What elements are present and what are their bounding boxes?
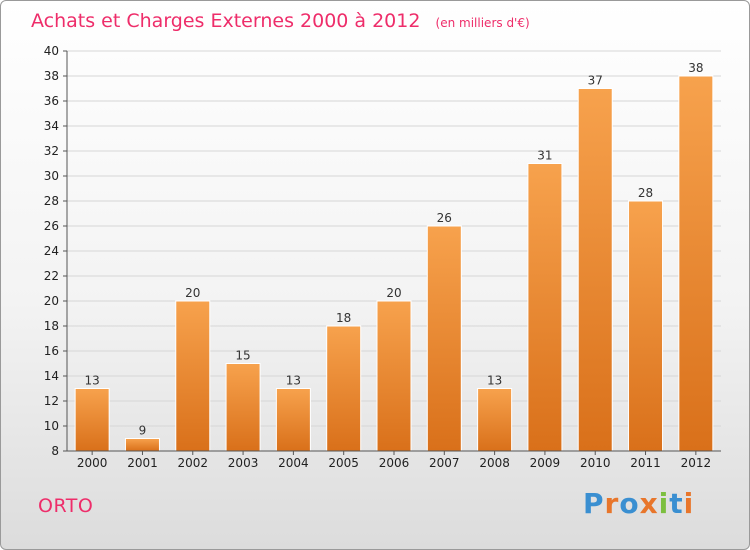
bar-value-label: 13 [286,374,301,388]
x-tick-label: 2001 [127,456,158,470]
logo-letter: P [583,487,605,520]
bar-value-label: 38 [688,61,703,75]
bar-value-label: 9 [139,424,147,438]
bar-value-label: 13 [487,374,502,388]
logo-letter: r [604,487,620,520]
chart-subtitle: (en milliers d'€) [436,16,530,30]
bar-value-label: 31 [537,149,552,163]
x-tick-label: 2005 [328,456,359,470]
proxiti-logo[interactable]: Proxiti [583,487,694,520]
y-tick-label: 24 [44,244,59,258]
y-tick-label: 26 [44,219,59,233]
bar-2010 [577,88,613,452]
y-tick-label: 30 [44,169,59,183]
x-tick-label: 2008 [479,456,510,470]
x-tick-label: 2000 [77,456,108,470]
bar-value-label: 26 [437,211,452,225]
bar-value-label: 20 [386,286,401,300]
y-tick-label: 32 [44,144,59,158]
y-tick-label: 12 [44,394,59,408]
x-tick-label: 2004 [278,456,309,470]
y-tick-label: 20 [44,294,59,308]
bar-2006 [376,300,412,452]
bar-2007 [426,225,462,452]
x-tick-label: 2012 [681,456,712,470]
y-tick-label: 40 [44,44,59,58]
bar-2008 [477,388,513,452]
y-tick-label: 38 [44,69,59,83]
bar-2002 [175,300,211,452]
bar-value-labels: 13 9 20 15 13 18 20 26 13 31 37 28 38 [85,61,704,438]
x-tick-label: 2009 [530,456,561,470]
x-tick-label: 2007 [429,456,460,470]
bar-2012 [678,75,714,452]
bar-2009 [527,163,563,452]
chart-title-line: Achats et Charges Externes 2000 à 2012 (… [31,10,530,32]
y-tick-label: 16 [44,344,59,358]
bar-2003 [225,363,261,452]
x-tick-label: 2010 [580,456,611,470]
y-tick-label: 10 [44,419,59,433]
bar-2000 [74,388,110,452]
logo-letter: o [619,487,640,520]
logo-letter: x [639,487,659,520]
bar-value-label: 37 [588,74,603,88]
x-axis-ticks: 2000 2001 2002 2003 2004 2005 2006 2007 2008 2009… [77,451,711,470]
x-tick-label: 2006 [379,456,410,470]
y-tick-label: 34 [44,119,59,133]
y-tick-label: 28 [44,194,59,208]
y-tick-label: 36 [44,94,59,108]
y-tick-label: 8 [51,444,59,458]
bar-value-label: 13 [85,374,100,388]
bar-value-label: 20 [185,286,200,300]
chart-title: Achats et Charges Externes 2000 à 2012 [31,10,420,32]
x-tick-label: 2011 [630,456,661,470]
logo-letter: t [669,487,684,520]
bar-value-label: 28 [638,186,653,200]
y-tick-label: 22 [44,269,59,283]
bar-value-label: 18 [336,311,351,325]
x-tick-label: 2003 [228,456,259,470]
bars [74,75,714,452]
logo-letter: i [683,487,695,520]
y-tick-label: 18 [44,319,59,333]
commune-name: ORTO [38,495,94,517]
bar-2011 [628,200,664,452]
bar-2004 [275,388,311,452]
bar-2001 [124,438,160,452]
bar-2005 [326,325,362,452]
bar-value-label: 15 [235,349,250,363]
y-axis-ticks: 8 10 12 14 16 18 20 22 24 26 28 30 32 34 36 38 40 [44,44,67,458]
logo-letter: i [658,487,670,520]
x-tick-label: 2002 [177,456,208,470]
y-tick-label: 14 [44,369,59,383]
